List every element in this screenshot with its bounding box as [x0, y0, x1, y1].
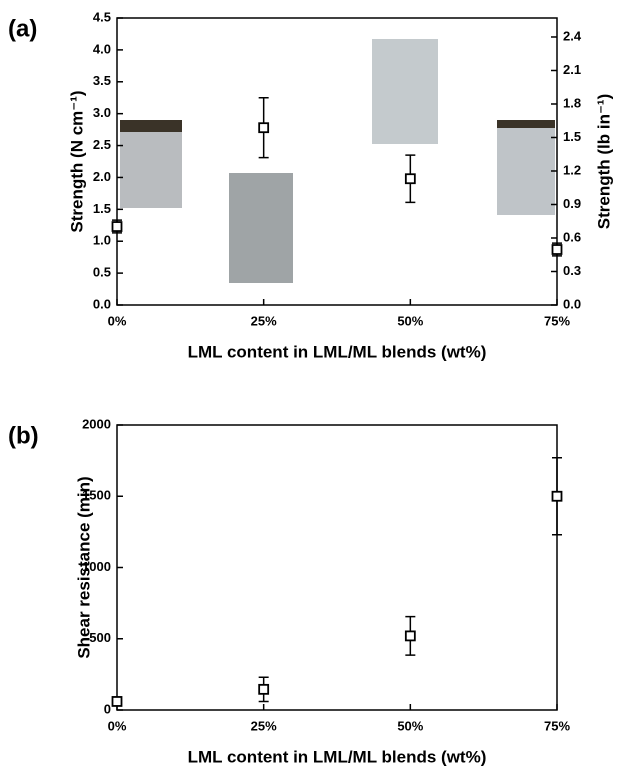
y-tick-label: 1.5 — [93, 201, 111, 216]
data-point — [258, 122, 270, 134]
panel-label: (a) — [8, 15, 37, 42]
y2-tick-label: 0.3 — [563, 263, 581, 278]
y2-tick-label: 2.4 — [563, 28, 582, 43]
y-tick-label: 4.5 — [93, 9, 111, 24]
y-axis-title: Strength (N cm⁻¹) — [67, 90, 86, 232]
y2-tick-label: 1.5 — [563, 129, 581, 144]
data-point — [551, 244, 563, 255]
y-tick-label: 1.0 — [93, 233, 111, 248]
y2-tick-label: 0.0 — [563, 296, 581, 311]
photo — [120, 120, 182, 132]
y-tick-label: 1500 — [82, 488, 111, 503]
y2-tick-label: 2.1 — [563, 62, 581, 77]
x-tick-label: 75% — [544, 718, 570, 733]
photo — [372, 39, 438, 144]
y-tick-label: 2000 — [82, 416, 111, 431]
y2-tick-label: 0.6 — [563, 229, 581, 244]
x-tick-label: 0% — [108, 313, 127, 328]
y2-tick-label: 1.8 — [563, 95, 581, 110]
data-point — [404, 173, 416, 185]
plot-frame — [116, 17, 558, 306]
y2-axis-title: Strength (lb in⁻¹) — [594, 94, 613, 230]
x-tick-label: 75% — [544, 313, 570, 328]
y2-tick-label: 0.9 — [563, 196, 581, 211]
data-point — [111, 696, 123, 707]
x-tick-label: 0% — [108, 718, 127, 733]
photo — [229, 173, 293, 283]
x-tick-label: 50% — [397, 718, 423, 733]
data-point — [404, 630, 416, 642]
y-tick-label: 4.0 — [93, 41, 111, 56]
y-tick-label: 3.5 — [93, 73, 111, 88]
x-axis-title: LML content in LML/ML blends (wt%) — [188, 342, 487, 361]
y-tick-label: 0 — [104, 701, 111, 716]
data-point — [551, 490, 563, 502]
y2-tick-label: 1.2 — [563, 162, 581, 177]
photo — [497, 120, 555, 128]
x-tick-label: 25% — [251, 718, 277, 733]
data-point — [258, 683, 270, 695]
photo — [497, 120, 555, 215]
y-tick-label: 2.5 — [93, 137, 111, 152]
photo — [120, 120, 182, 208]
x-tick-label: 50% — [397, 313, 423, 328]
x-axis-title: LML content in LML/ML blends (wt%) — [188, 747, 487, 766]
y-tick-label: 2.0 — [93, 169, 111, 184]
y-tick-label: 500 — [89, 630, 111, 645]
data-point — [111, 221, 123, 232]
photo-insets — [120, 39, 555, 283]
y-tick-label: 0.5 — [93, 265, 111, 280]
plot-frame — [116, 424, 558, 711]
x-tick-label: 25% — [251, 313, 277, 328]
y-axis-title: Shear resistance (min) — [74, 476, 93, 658]
y-tick-label: 1000 — [82, 559, 111, 574]
y-tick-label: 3.0 — [93, 105, 111, 120]
panel-label: (b) — [8, 422, 39, 449]
y-tick-label: 0.0 — [93, 296, 111, 311]
